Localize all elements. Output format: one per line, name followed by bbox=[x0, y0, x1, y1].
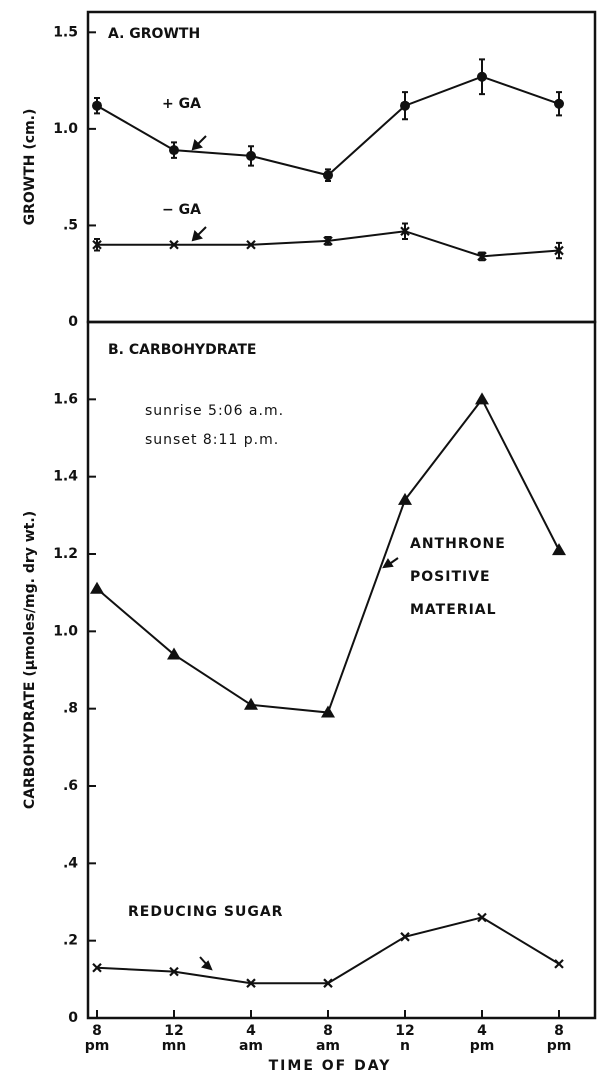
point bbox=[244, 697, 258, 710]
y-tick-label: .5 bbox=[63, 217, 78, 233]
annotation: − GA bbox=[162, 202, 201, 218]
x-tick-label: mn bbox=[162, 1038, 187, 1054]
point bbox=[169, 239, 179, 250]
x-tick-label: 12 bbox=[164, 1023, 183, 1039]
point bbox=[398, 492, 412, 505]
point bbox=[475, 392, 489, 405]
y-tick-label: 1.4 bbox=[53, 469, 78, 485]
x-tick-label: 8 bbox=[92, 1023, 102, 1039]
point bbox=[92, 100, 102, 111]
panel-a-frame bbox=[86, 10, 597, 324]
x-tick-label: pm bbox=[547, 1038, 572, 1054]
point bbox=[323, 236, 333, 246]
y-tick-label: .4 bbox=[63, 855, 78, 871]
x-tick-label: pm bbox=[470, 1038, 495, 1054]
x-tick-label: 4 bbox=[477, 1023, 487, 1039]
point bbox=[477, 912, 487, 923]
point bbox=[323, 170, 333, 181]
annotation: POSITIVE bbox=[410, 569, 491, 585]
point bbox=[246, 239, 256, 250]
point bbox=[92, 962, 102, 973]
point bbox=[90, 581, 104, 594]
point bbox=[169, 966, 179, 977]
y-tick-label: 1.6 bbox=[53, 391, 78, 407]
annotation: MATERIAL bbox=[410, 602, 497, 618]
x-axis-label: TIME OF DAY bbox=[269, 1058, 392, 1074]
y-tick-label: 1.0 bbox=[53, 623, 78, 639]
x-tick-label: am bbox=[239, 1038, 263, 1054]
panel-b-frame bbox=[86, 320, 597, 1020]
series-line bbox=[96, 916, 560, 985]
point bbox=[323, 978, 333, 988]
y-tick-label: .2 bbox=[63, 933, 78, 949]
point bbox=[167, 647, 181, 660]
y-axis-label: GROWTH (cm.) bbox=[22, 109, 38, 226]
x-tick-label: pm bbox=[85, 1038, 110, 1054]
point bbox=[92, 239, 102, 250]
series-line bbox=[96, 75, 560, 177]
y-tick-label: 0 bbox=[68, 314, 78, 330]
y-tick-label: 1.2 bbox=[53, 546, 78, 562]
point bbox=[554, 98, 564, 109]
annotation: REDUCING SUGAR bbox=[128, 904, 283, 920]
point bbox=[552, 543, 566, 556]
y-axis-label: CARBOHYDRATE (µmoles/mg. dry wt.) bbox=[22, 511, 38, 809]
point bbox=[400, 226, 410, 237]
annotation: + GA bbox=[162, 96, 201, 112]
y-tick-label: .6 bbox=[63, 778, 78, 794]
point bbox=[169, 145, 179, 156]
arrows bbox=[191, 135, 399, 971]
point bbox=[400, 932, 410, 942]
y-tick-label: 1.0 bbox=[53, 121, 78, 137]
point bbox=[477, 251, 487, 262]
point bbox=[246, 150, 256, 161]
point bbox=[477, 71, 487, 82]
x-tick-label: n bbox=[400, 1038, 410, 1054]
point bbox=[554, 245, 564, 256]
note: sunrise 5:06 a.m. bbox=[145, 403, 284, 419]
x-tick-label: 4 bbox=[246, 1023, 256, 1039]
panel-title: A. GROWTH bbox=[108, 26, 200, 42]
x-tick-label: 12 bbox=[395, 1023, 414, 1039]
y-tick-label: .8 bbox=[63, 701, 78, 717]
x-tick-label: am bbox=[316, 1038, 340, 1054]
point bbox=[321, 705, 335, 718]
point bbox=[554, 959, 564, 969]
y-tick-label: 1.5 bbox=[53, 24, 78, 40]
x-tick-label: 8 bbox=[323, 1023, 333, 1039]
point bbox=[246, 978, 256, 988]
x-tick-label: 8 bbox=[554, 1023, 564, 1039]
annotation: ANTHRONE bbox=[410, 536, 506, 552]
note: sunset 8:11 p.m. bbox=[145, 432, 279, 448]
y-tick-label: 0 bbox=[68, 1010, 78, 1026]
panel-title: B. CARBOHYDRATE bbox=[108, 342, 256, 358]
point bbox=[400, 100, 410, 111]
